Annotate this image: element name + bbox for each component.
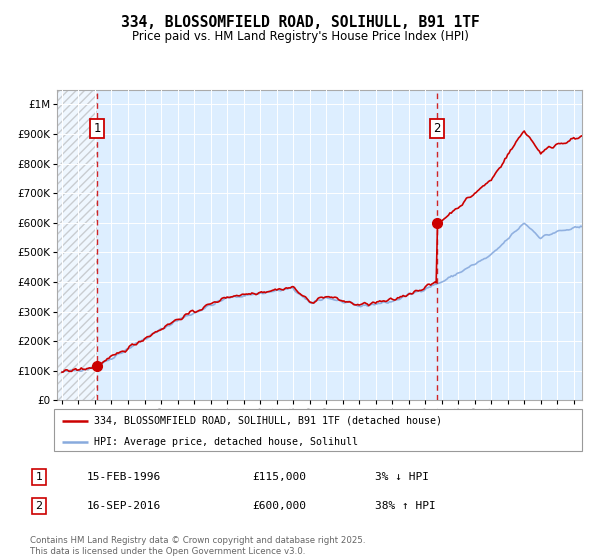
Text: £600,000: £600,000 — [252, 501, 306, 511]
Text: Price paid vs. HM Land Registry's House Price Index (HPI): Price paid vs. HM Land Registry's House … — [131, 30, 469, 43]
Text: HPI: Average price, detached house, Solihull: HPI: Average price, detached house, Soli… — [94, 437, 358, 446]
Text: 2: 2 — [433, 122, 440, 135]
Text: 334, BLOSSOMFIELD ROAD, SOLIHULL, B91 1TF: 334, BLOSSOMFIELD ROAD, SOLIHULL, B91 1T… — [121, 15, 479, 30]
Text: 2: 2 — [35, 501, 43, 511]
FancyBboxPatch shape — [54, 409, 582, 451]
Text: 38% ↑ HPI: 38% ↑ HPI — [375, 501, 436, 511]
Text: 15-FEB-1996: 15-FEB-1996 — [87, 472, 161, 482]
Text: 16-SEP-2016: 16-SEP-2016 — [87, 501, 161, 511]
Bar — [57, 90, 97, 400]
Text: 334, BLOSSOMFIELD ROAD, SOLIHULL, B91 1TF (detached house): 334, BLOSSOMFIELD ROAD, SOLIHULL, B91 1T… — [94, 416, 442, 426]
Text: 3% ↓ HPI: 3% ↓ HPI — [375, 472, 429, 482]
Text: 1: 1 — [35, 472, 43, 482]
Text: 1: 1 — [93, 122, 101, 135]
Text: Contains HM Land Registry data © Crown copyright and database right 2025.
This d: Contains HM Land Registry data © Crown c… — [30, 536, 365, 556]
Text: £115,000: £115,000 — [252, 472, 306, 482]
